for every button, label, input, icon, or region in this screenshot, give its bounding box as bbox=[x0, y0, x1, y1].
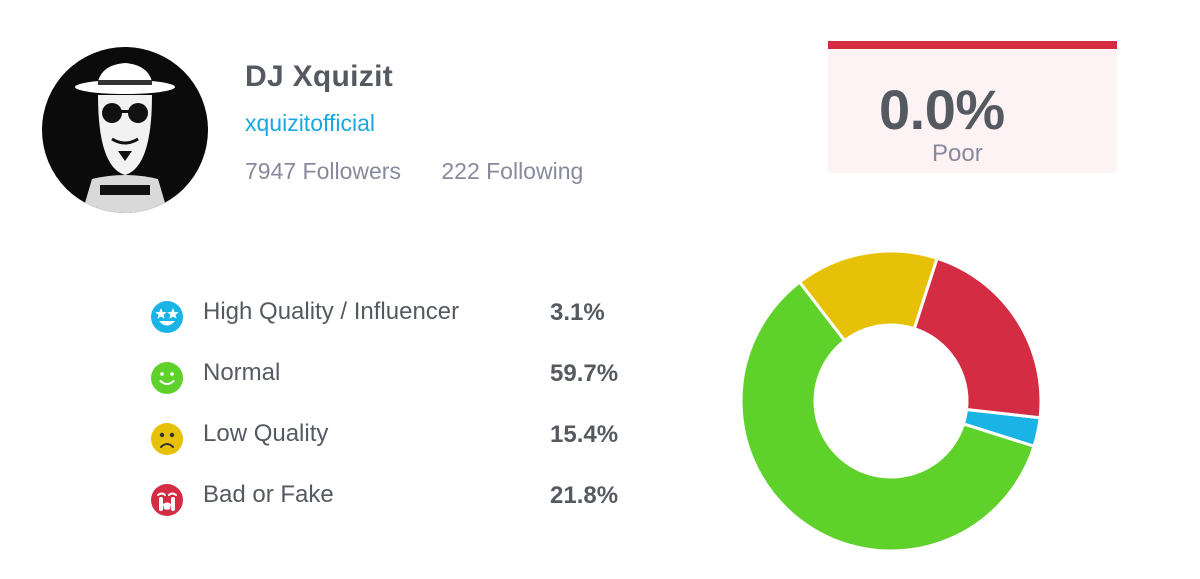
following-count: 222 Following bbox=[441, 158, 584, 184]
score-card: 0.0% Poor bbox=[828, 41, 1117, 173]
donut-slice-normal[interactable] bbox=[739, 279, 1036, 553]
followers-count: 7947 Followers bbox=[245, 158, 401, 184]
legend-label: Bad or Fake bbox=[203, 481, 334, 508]
legend-value: 15.4% bbox=[550, 421, 619, 448]
legend-label: High Quality / Influencer bbox=[203, 298, 460, 325]
legend-item: Bad or Fake 21.8% bbox=[150, 471, 650, 532]
score-rating: Poor bbox=[932, 140, 983, 167]
legend-value: 3.1% bbox=[550, 299, 605, 326]
profile-handle-link[interactable]: xquizitofficial bbox=[245, 110, 375, 136]
sad-face-icon bbox=[151, 423, 183, 455]
legend-label: Low Quality bbox=[203, 420, 329, 447]
smile-face-icon bbox=[151, 362, 183, 394]
legend-item: Normal 59.7% bbox=[150, 349, 650, 410]
avatar bbox=[42, 47, 208, 213]
donut-slice-bad-or-fake[interactable] bbox=[912, 256, 1043, 420]
legend-item: High Quality / Influencer 3.1% bbox=[150, 288, 650, 349]
donut-chart bbox=[739, 249, 1043, 553]
dj-hat-sunglasses-avatar-icon bbox=[75, 63, 175, 213]
score-value: 0.0% bbox=[879, 78, 1005, 141]
legend: High Quality / Influencer 3.1% Normal 59… bbox=[150, 288, 650, 532]
legend-value: 59.7% bbox=[550, 360, 619, 387]
profile-stats: 7947 Followers 222 Following bbox=[245, 158, 583, 185]
star-eyes-face-icon bbox=[151, 301, 183, 333]
crying-face-icon bbox=[151, 484, 183, 516]
legend-value: 21.8% bbox=[550, 482, 619, 509]
profile-name: DJ Xquizit bbox=[245, 60, 394, 93]
legend-label: Normal bbox=[203, 359, 281, 386]
legend-item: Low Quality 15.4% bbox=[150, 410, 650, 471]
